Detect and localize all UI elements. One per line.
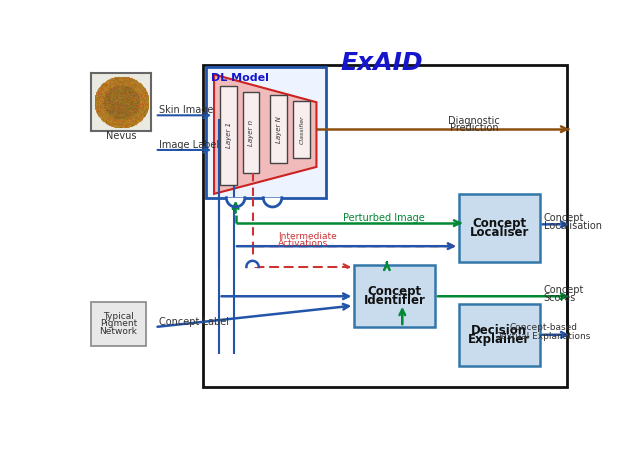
Text: Layer 1: Layer 1 [226, 122, 232, 148]
Bar [459, 194, 540, 262]
Text: Classifier: Classifier [300, 115, 305, 143]
Text: Concept: Concept [543, 285, 584, 295]
Bar [354, 266, 435, 327]
Text: Layer n: Layer n [248, 120, 254, 146]
Text: Concept Label: Concept Label [159, 317, 228, 327]
Text: Image Label: Image Label [159, 139, 219, 149]
Text: Concept-based: Concept-based [509, 322, 578, 331]
Polygon shape [227, 197, 245, 207]
Bar [459, 304, 540, 365]
Text: Intermediate: Intermediate [278, 232, 337, 241]
Text: Explainer: Explainer [468, 333, 531, 346]
Text: Prediction: Prediction [450, 123, 499, 133]
Text: Localiser: Localiser [470, 226, 529, 239]
Bar [270, 95, 287, 163]
Bar [91, 301, 147, 346]
Bar [220, 86, 237, 185]
Text: Nevus: Nevus [106, 131, 136, 141]
Text: ExAID: ExAID [340, 51, 423, 75]
Text: Pigment: Pigment [100, 320, 137, 329]
Text: Activations: Activations [278, 239, 328, 248]
Polygon shape [246, 261, 259, 267]
Polygon shape [214, 74, 316, 194]
Text: Concept: Concept [543, 213, 584, 223]
Bar [206, 67, 326, 197]
Text: Skin Image: Skin Image [159, 105, 213, 115]
Text: Localisation: Localisation [543, 221, 602, 231]
Bar [243, 92, 259, 173]
Text: DL Model: DL Model [211, 73, 269, 83]
Polygon shape [263, 197, 282, 207]
Bar [204, 65, 566, 387]
Text: Typical: Typical [103, 312, 134, 321]
Text: Concept: Concept [472, 217, 526, 230]
Text: Identifier: Identifier [364, 294, 426, 307]
Text: Scores: Scores [543, 293, 576, 303]
Text: Textual Explanations: Textual Explanations [497, 332, 590, 341]
Text: Concept: Concept [367, 285, 422, 298]
Text: Perturbed Image: Perturbed Image [344, 213, 425, 223]
Text: Layer N: Layer N [276, 116, 282, 143]
Text: Diagnostic: Diagnostic [449, 116, 500, 126]
Text: Decision: Decision [471, 324, 527, 336]
Text: Network: Network [100, 327, 138, 336]
Bar [293, 101, 310, 158]
